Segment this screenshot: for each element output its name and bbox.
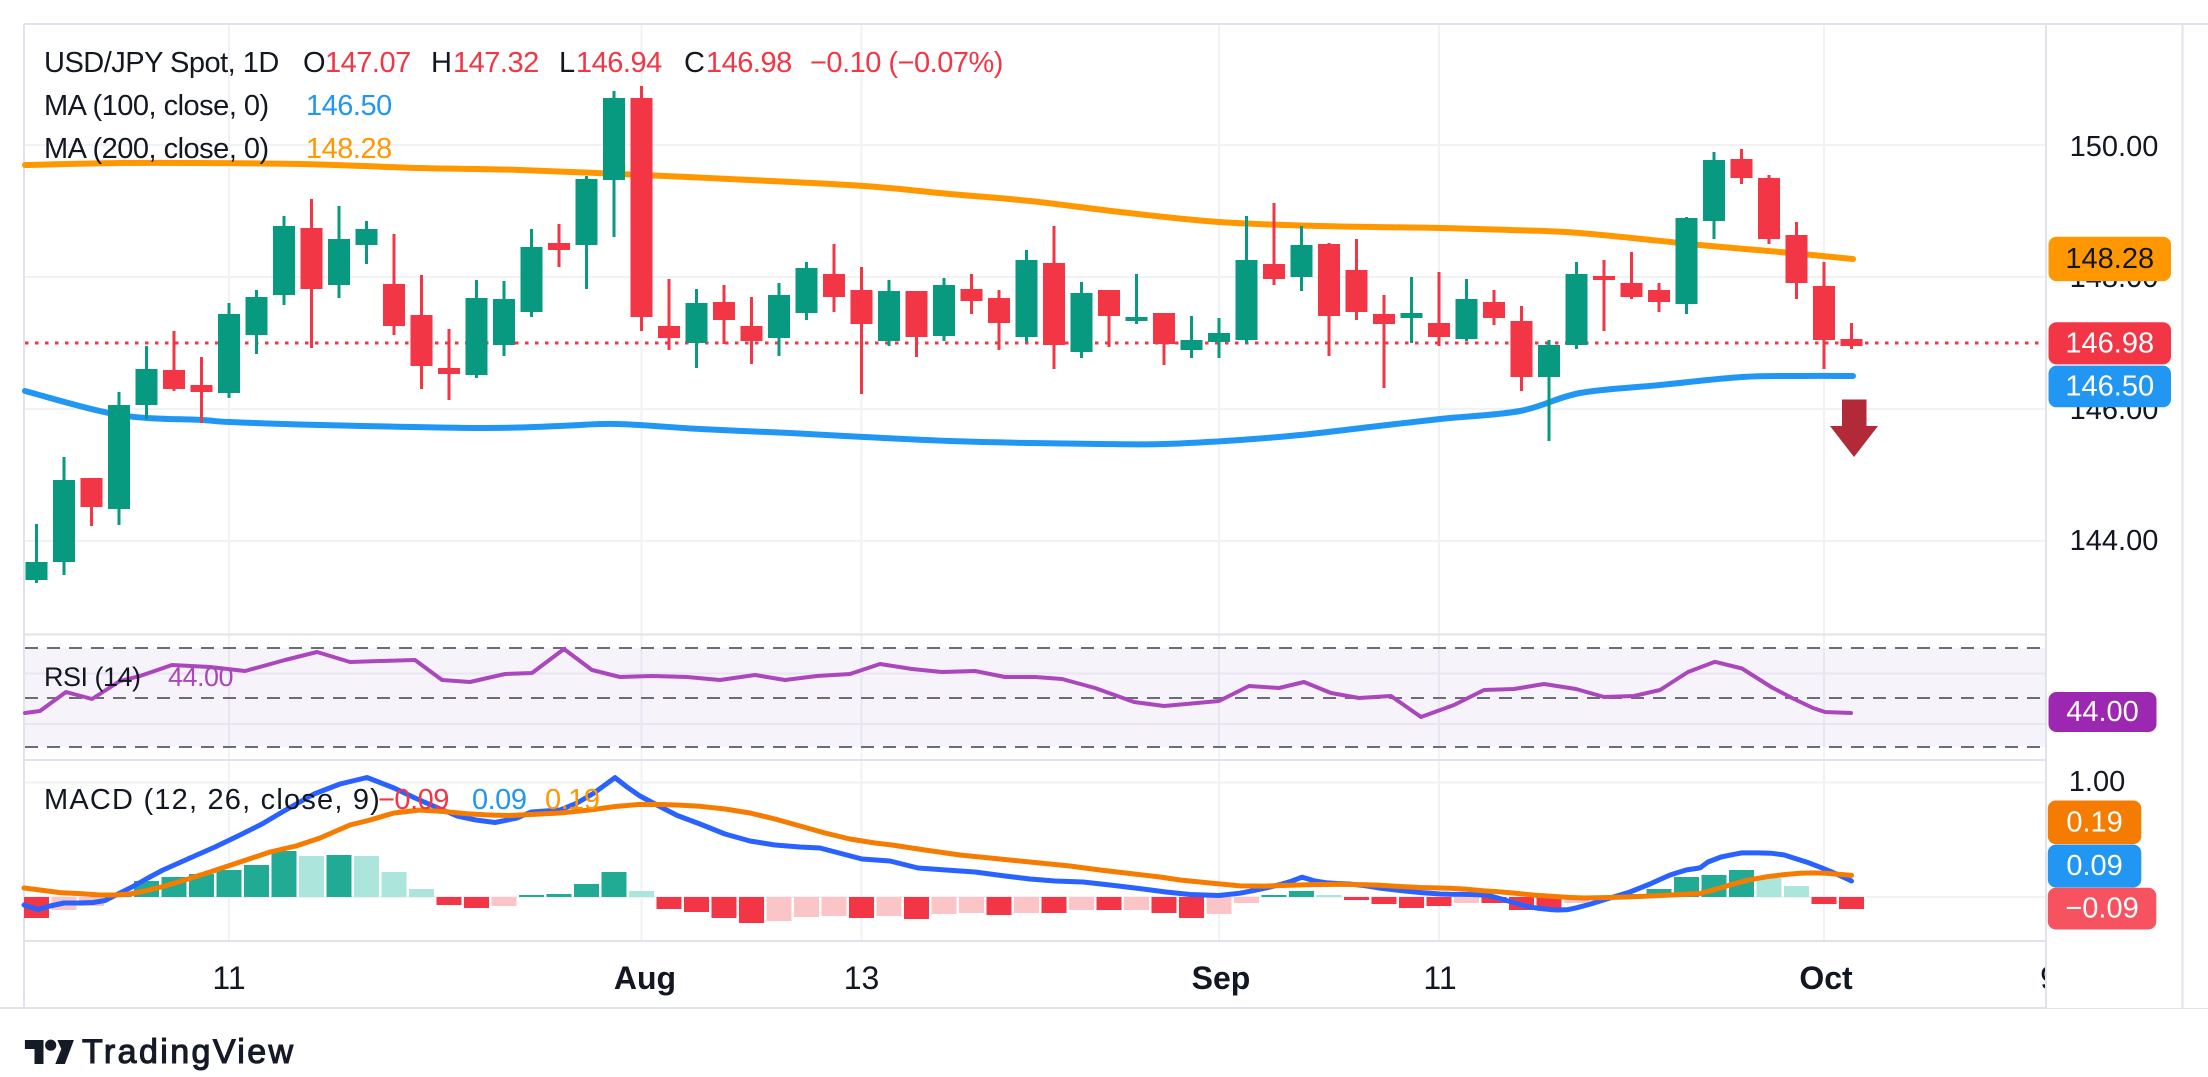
svg-text:−0.09: −0.09 [2065, 893, 2138, 925]
svg-text:11: 11 [1423, 960, 1456, 996]
svg-text:MA (200, close, 0): MA (200, close, 0) [44, 133, 269, 165]
svg-text:148.28: 148.28 [2065, 243, 2154, 275]
svg-text:146.50: 146.50 [306, 90, 392, 122]
svg-text:146.50: 146.50 [2065, 370, 2154, 402]
svg-text:L: L [559, 47, 575, 79]
svg-text:−0.10 (−0.07%): −0.10 (−0.07%) [810, 47, 1003, 79]
svg-text:RSI (14): RSI (14) [44, 662, 141, 692]
svg-text:Oct: Oct [1799, 960, 1853, 996]
svg-text:0.19: 0.19 [545, 784, 599, 816]
svg-text:13: 13 [844, 960, 880, 996]
svg-text:C: C [684, 47, 704, 79]
svg-text:TradingView: TradingView [82, 1033, 296, 1071]
svg-text:147.07: 147.07 [325, 47, 411, 79]
svg-text:O: O [303, 47, 325, 79]
svg-text:0.19: 0.19 [2066, 806, 2122, 838]
svg-text:146.98: 146.98 [706, 47, 792, 79]
svg-text:144.00: 144.00 [2070, 525, 2159, 557]
svg-text:11: 11 [212, 960, 245, 996]
svg-text:Aug: Aug [614, 960, 676, 996]
svg-text:44.00: 44.00 [2066, 696, 2139, 728]
svg-text:−0.09: −0.09 [378, 784, 449, 816]
svg-text:0.09: 0.09 [472, 784, 526, 816]
svg-text:0.09: 0.09 [2066, 850, 2122, 882]
svg-text:USD/JPY Spot, 1D: USD/JPY Spot, 1D [44, 47, 279, 79]
svg-text:146.94: 146.94 [576, 47, 662, 79]
svg-text:H: H [431, 47, 451, 79]
svg-text:147.32: 147.32 [453, 47, 539, 79]
svg-text:Sep: Sep [1192, 960, 1251, 996]
svg-text:150.00: 150.00 [2070, 131, 2159, 163]
svg-text:MACD (12, 26, close, 9): MACD (12, 26, close, 9) [44, 784, 381, 816]
svg-text:44.00: 44.00 [168, 662, 233, 692]
svg-text:148.28: 148.28 [306, 133, 392, 165]
svg-text:1.00: 1.00 [2069, 766, 2125, 798]
svg-text:MA (100, close, 0): MA (100, close, 0) [44, 90, 269, 122]
svg-text:146.98: 146.98 [2065, 327, 2154, 359]
